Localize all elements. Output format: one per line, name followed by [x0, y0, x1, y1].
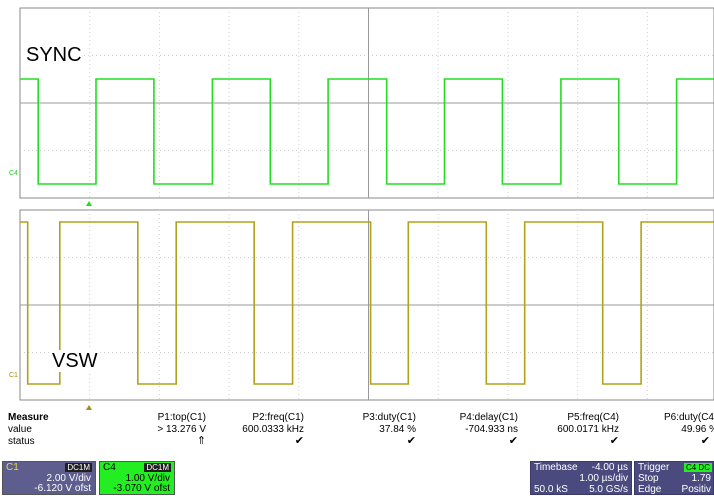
trigger-label: Trigger: [638, 462, 670, 473]
timebase-label: Timebase: [534, 462, 578, 473]
trigger-type: Edge: [638, 484, 662, 495]
value-row-label: value: [8, 424, 32, 435]
param-p4-value: -704.933 ns: [465, 424, 518, 435]
param-p1-value: > 13.276 V: [157, 424, 206, 435]
trigger-descriptor[interactable]: Trigger C4 DC Stop 1.79 Edge Positiv: [634, 461, 714, 495]
timebase-descriptor[interactable]: Timebase -4.00 µs 1.00 µs/div 50.0 kS 5.…: [530, 461, 632, 495]
param-p3-check-icon: ✔: [406, 435, 416, 447]
vsw-trigger-marker: [86, 405, 92, 410]
timebase-tdiv: 1.00 µs/div: [579, 473, 628, 484]
channel-c4-vdiv: 1.00 V/div: [125, 473, 170, 484]
param-p6-check-icon: ✔: [700, 435, 710, 447]
trigger-source-badge: C4 DC: [683, 463, 712, 472]
waveform-grid: [19, 7, 714, 410]
sync-trace-label: SYNC: [24, 44, 84, 66]
param-p5-name[interactable]: P5:freq(C4): [567, 412, 619, 423]
c4-ground-marker[interactable]: C4: [9, 170, 18, 177]
timebase-rate: 5.0 GS/s: [589, 484, 628, 495]
vsw-waveform: [20, 221, 714, 385]
channel-c4-name: C4: [103, 462, 116, 473]
trigger-slope: Positiv: [681, 484, 711, 495]
measure-header: Measure: [8, 412, 49, 423]
param-p2-name[interactable]: P2:freq(C1): [252, 412, 304, 423]
param-p3-value: 37.84 %: [379, 424, 416, 435]
channel-c1-offset: -6.120 V ofst: [34, 483, 91, 494]
channel-c4-descriptor[interactable]: C4 DC1M 1.00 V/div -3.070 V ofst: [99, 461, 175, 495]
sync-waveform: [20, 78, 714, 185]
param-p4-name[interactable]: P4:delay(C1): [459, 412, 518, 423]
param-p6-value: 49.96 %: [681, 424, 714, 435]
c1-ground-marker[interactable]: C1: [9, 372, 18, 379]
param-p1-status-icon: ⇑: [196, 435, 206, 447]
timebase-delay: -4.00 µs: [591, 462, 628, 473]
trigger-position-marker: [86, 201, 92, 206]
param-p5-value: 600.0171 kHz: [557, 424, 619, 435]
param-p2-check-icon: ✔: [294, 435, 304, 447]
param-p4-check-icon: ✔: [508, 435, 518, 447]
param-p1-name[interactable]: P1:top(C1): [157, 412, 206, 423]
channel-c1-descriptor[interactable]: C1 DC1M 2.00 V/div -6.120 V ofst: [2, 461, 96, 495]
trigger-mode: Stop: [638, 473, 659, 484]
trigger-level: 1.79: [691, 473, 711, 484]
param-p5-check-icon: ✔: [609, 435, 619, 447]
vsw-trace-label: VSW: [50, 350, 100, 372]
param-p2-value: 600.0333 kHz: [242, 424, 304, 435]
channel-c1-coupling: DC1M: [65, 463, 92, 472]
channel-c1-name: C1: [6, 462, 19, 473]
measure-table: Measure P1:top(C1) P2:freq(C1) P3:duty(C…: [0, 412, 714, 460]
channel-c4-offset: -3.070 V ofst: [113, 483, 170, 494]
param-p6-name[interactable]: P6:duty(C4: [663, 412, 714, 423]
timebase-samples: 50.0 kS: [534, 484, 568, 495]
channel-c1-vdiv: 2.00 V/div: [46, 473, 91, 484]
status-row-label: status: [8, 436, 35, 447]
channel-c4-coupling: DC1M: [144, 463, 171, 472]
param-p3-name[interactable]: P3:duty(C1): [362, 412, 416, 423]
